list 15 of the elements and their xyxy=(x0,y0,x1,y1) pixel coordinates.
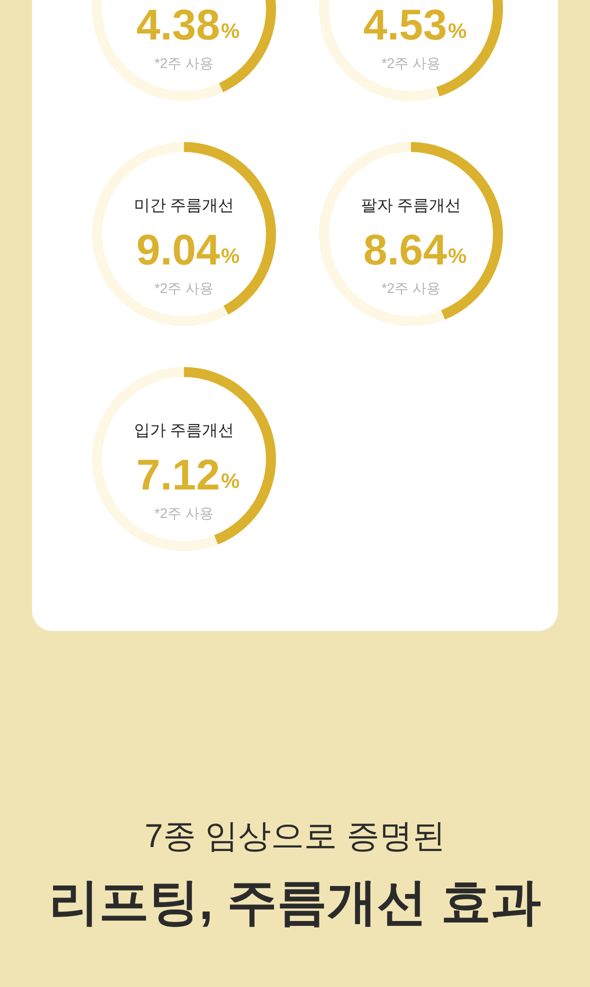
text: *2주 사용 xyxy=(381,280,441,296)
text: 입가 주름개선 xyxy=(134,422,234,440)
text: 7종 임상으로 증명된 xyxy=(144,816,446,856)
text: 미간 주름개선 xyxy=(134,198,234,214)
text: 4.53% xyxy=(363,2,467,50)
text: 9.04% xyxy=(136,226,240,274)
text: 팔자 주름개선 xyxy=(360,198,462,214)
text: 리프팅, 주름개선 효과 xyxy=(48,873,542,932)
text: *2주 사용 xyxy=(381,55,441,71)
text: 8.64% xyxy=(363,226,467,274)
text: 4.38% xyxy=(136,2,240,50)
text: *2주 사용 xyxy=(154,505,214,521)
text: 7.12% xyxy=(136,452,240,500)
text: *2주 사용 xyxy=(154,55,214,71)
text: *2주 사용 xyxy=(154,280,214,296)
